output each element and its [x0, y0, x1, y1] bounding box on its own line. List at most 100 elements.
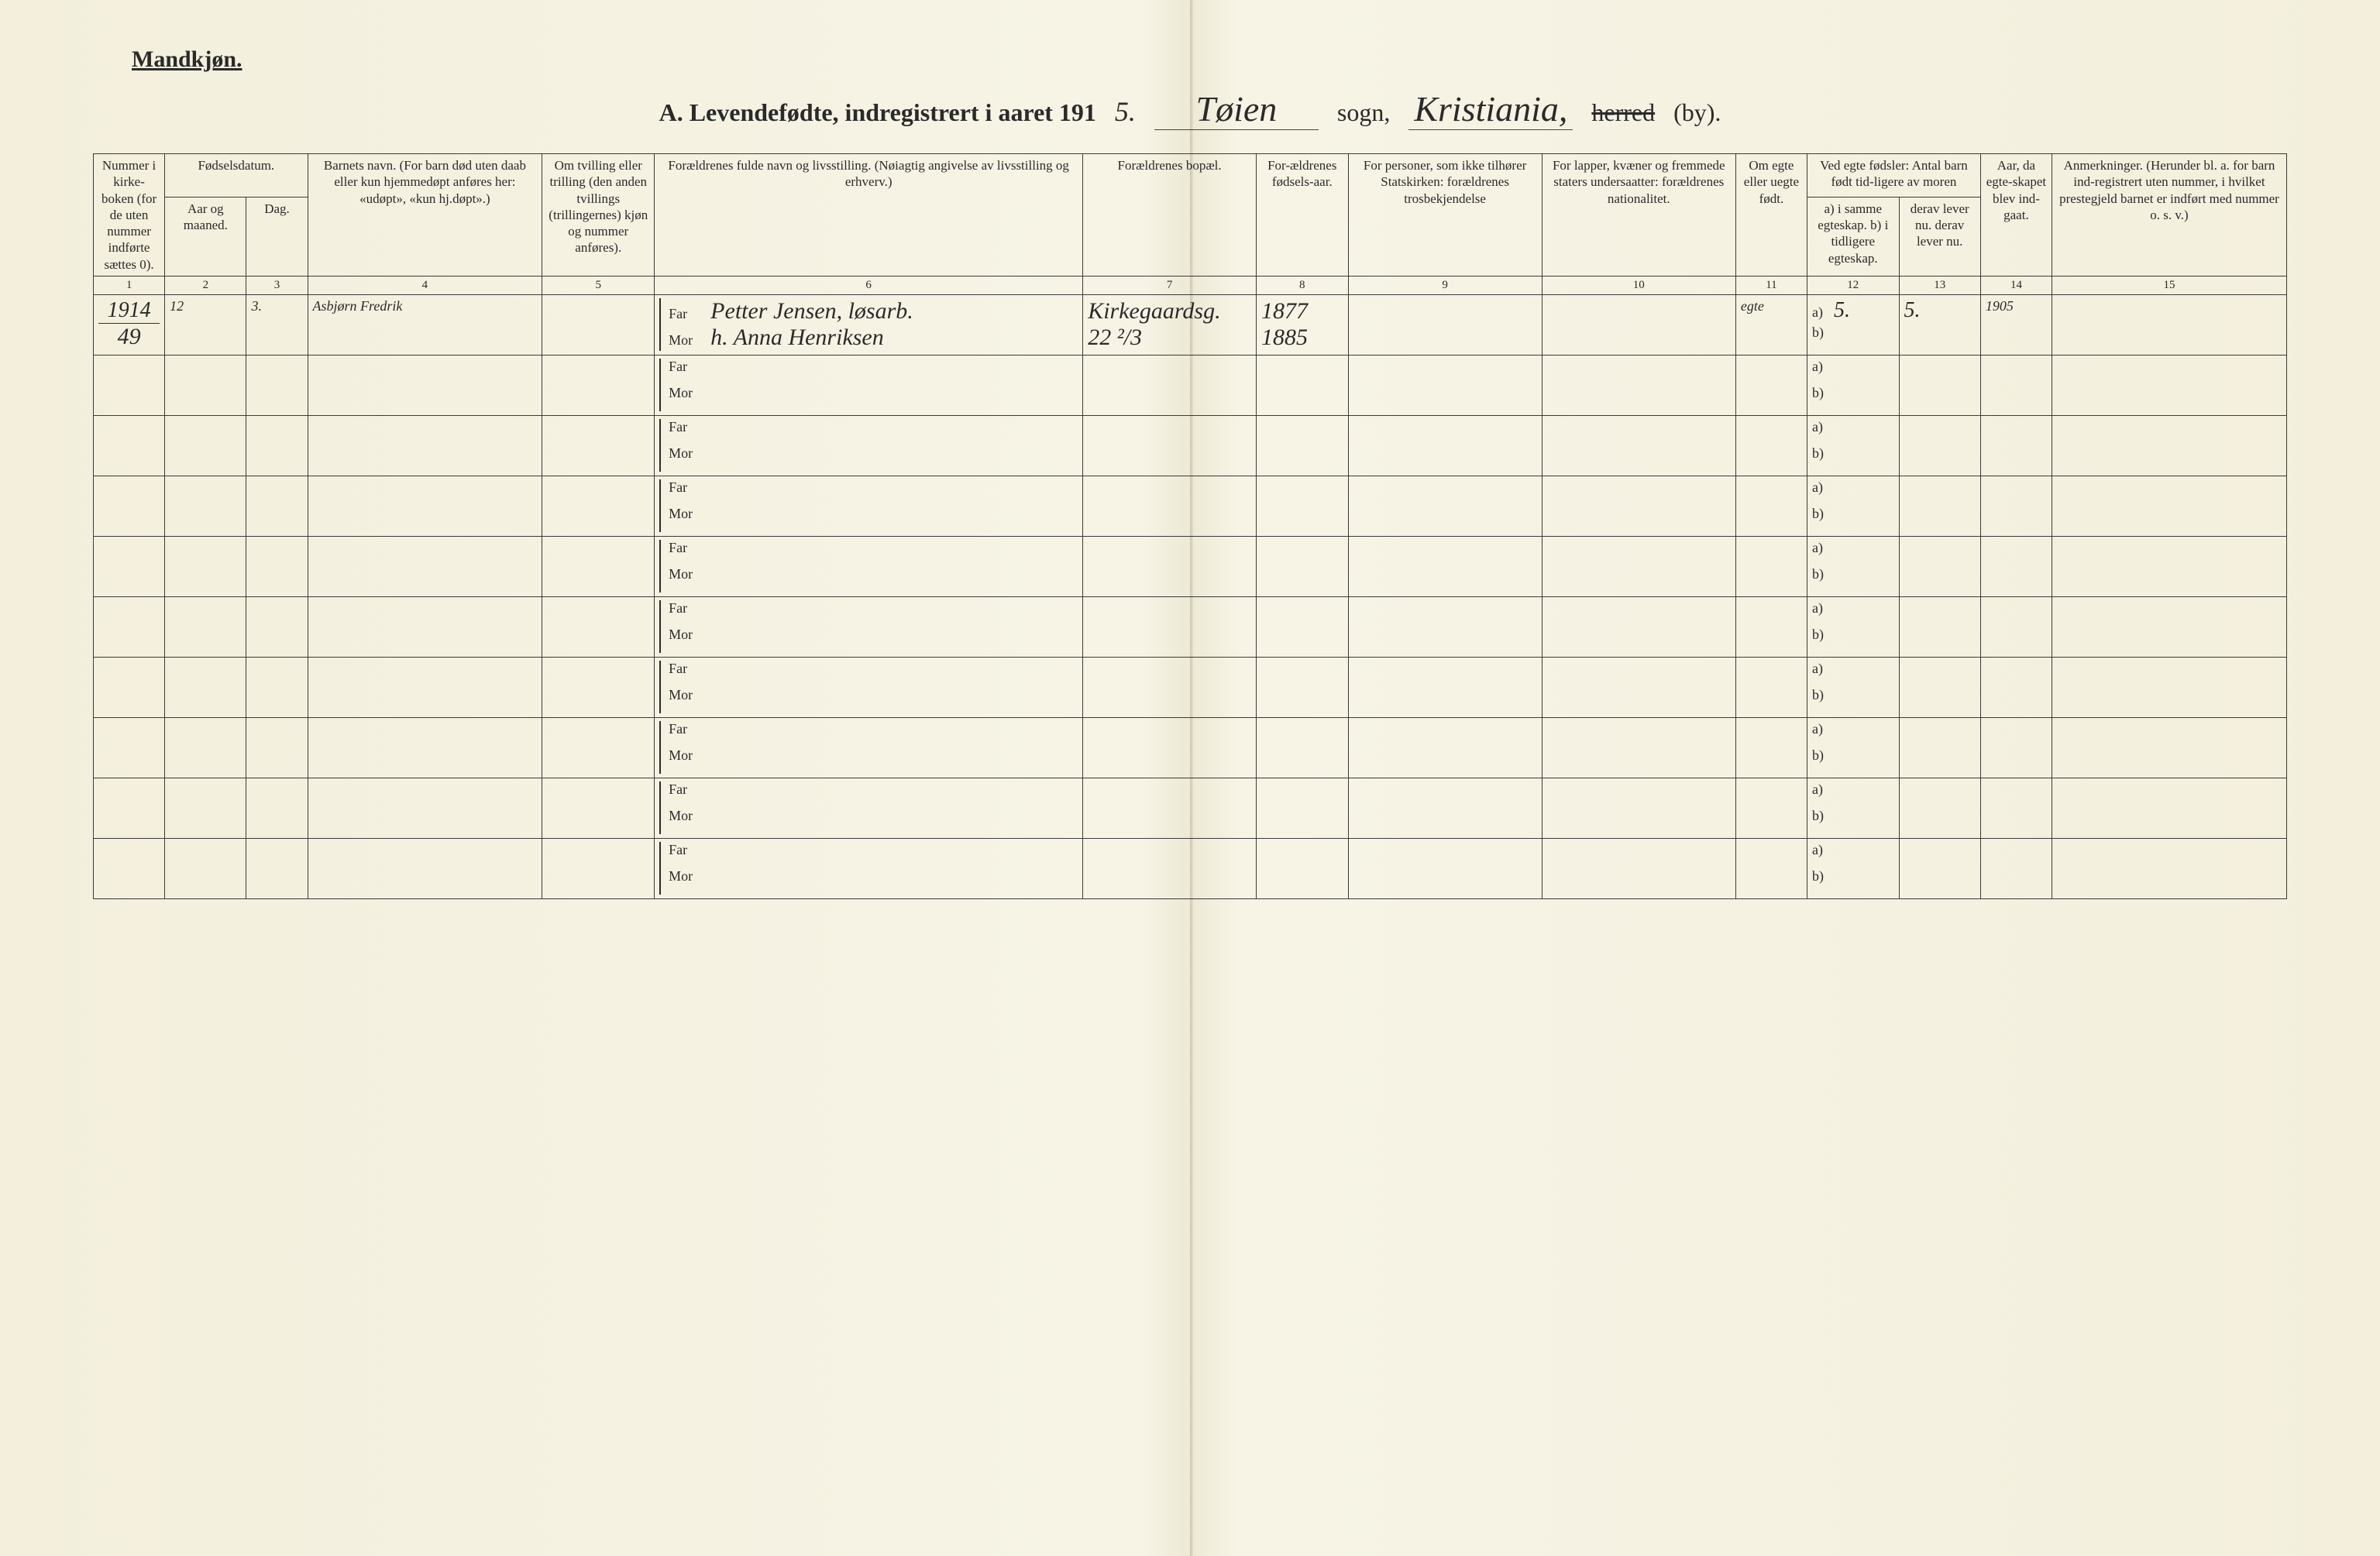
- cell-dag: [246, 838, 308, 898]
- mor-label: Mor: [669, 747, 703, 764]
- far-label: Far: [669, 661, 703, 677]
- cell-fodselsaar: 1877 1885: [1257, 294, 1349, 355]
- city-name: Kristiania,: [1408, 88, 1573, 130]
- cell-barnets-navn: Asbjørn Fredrik: [308, 294, 542, 355]
- col-header-13: derav lever nu. derav lever nu.: [1899, 197, 1980, 276]
- page-title-row: A. Levendefødte, indregistrert i aaret 1…: [93, 88, 2287, 130]
- col-header-12-group: Ved egte fødsler: Antal barn født tid-li…: [1807, 154, 1981, 198]
- cell-foreldre: Far Mor: [655, 355, 1083, 415]
- cell-number: [94, 415, 165, 476]
- cell-statskirken: [1348, 657, 1542, 717]
- cell-anmerkninger: [2052, 838, 2287, 898]
- cell-nationalitet: [1542, 717, 1735, 778]
- a-label: a): [1812, 540, 1829, 556]
- cell-fodselsaar: [1257, 476, 1349, 536]
- cell-tvilling: [542, 355, 655, 415]
- cell-bopel: [1083, 476, 1257, 536]
- col-header-6: Forældrenes fulde navn og livsstilling. …: [655, 154, 1083, 277]
- far-label: Far: [669, 842, 703, 858]
- b-label: b): [1812, 687, 1829, 703]
- table-row: Far Mor a) b): [94, 415, 2287, 476]
- table-header: Nummer i kirke-boken (for de uten nummer…: [94, 154, 2287, 295]
- fodselsaar-mor: 1885: [1261, 325, 1308, 351]
- cell-egteskap-aar: [1980, 476, 2052, 536]
- cell-antal-barn: a) b): [1807, 415, 1900, 476]
- document-page: Mandkjøn. A. Levendefødte, indregistrert…: [0, 0, 2380, 1556]
- cell-fodselsaar: [1257, 536, 1349, 596]
- colnum: 12: [1807, 276, 1900, 294]
- cell-aar-maaned: [165, 838, 246, 898]
- cell-anmerkninger: [2052, 355, 2287, 415]
- a-label: a): [1812, 600, 1829, 617]
- a-label: a): [1812, 419, 1829, 435]
- colnum: 11: [1735, 276, 1807, 294]
- cell-number: [94, 476, 165, 536]
- cell-dag: [246, 536, 308, 596]
- cell-egteskap-aar: [1980, 838, 2052, 898]
- cell-statskirken: [1348, 415, 1542, 476]
- cell-barnets-navn: [308, 717, 542, 778]
- entry-year: 1914: [98, 298, 160, 324]
- cell-egteskap-aar: [1980, 415, 2052, 476]
- cell-antal-barn: a)5. b): [1807, 294, 1900, 355]
- cell-fodselsaar: [1257, 838, 1349, 898]
- cell-egteskap-aar: [1980, 657, 2052, 717]
- cell-anmerkninger: [2052, 657, 2287, 717]
- cell-aar-maaned: [165, 778, 246, 838]
- cell-egte: [1735, 355, 1807, 415]
- cell-aar-maaned: [165, 476, 246, 536]
- a-label: a): [1812, 721, 1829, 737]
- cell-aar-maaned: [165, 596, 246, 657]
- cell-derav: [1899, 355, 1980, 415]
- cell-number: [94, 596, 165, 657]
- cell-nationalitet: [1542, 476, 1735, 536]
- cell-statskirken: [1348, 717, 1542, 778]
- col-header-15: Anmerkninger. (Herunder bl. a. for barn …: [2052, 154, 2287, 277]
- cell-bopel: [1083, 717, 1257, 778]
- cell-barnets-navn: [308, 778, 542, 838]
- colnum: 14: [1980, 276, 2052, 294]
- cell-aar-maaned: [165, 717, 246, 778]
- a-label: a): [1812, 304, 1829, 321]
- cell-nationalitet: [1542, 596, 1735, 657]
- cell-egteskap-aar: [1980, 355, 2052, 415]
- cell-statskirken: [1348, 596, 1542, 657]
- cell-bopel: [1083, 415, 1257, 476]
- b-label: b): [1812, 566, 1829, 582]
- cell-nationalitet: [1542, 657, 1735, 717]
- cell-nationalitet: [1542, 415, 1735, 476]
- a-label: a): [1812, 781, 1829, 798]
- b-label: b): [1812, 506, 1829, 522]
- cell-derav: [1899, 657, 1980, 717]
- table-row: 1914 49 12 3. Asbjørn Fredrik FarPetter …: [94, 294, 2287, 355]
- cell-foreldre: Far Mor: [655, 778, 1083, 838]
- cell-egte: [1735, 596, 1807, 657]
- table-row: Far Mor a) b): [94, 536, 2287, 596]
- cell-tvilling: [542, 536, 655, 596]
- cell-derav: [1899, 476, 1980, 536]
- cell-aar-maaned: [165, 415, 246, 476]
- cell-fodselsaar: [1257, 415, 1349, 476]
- far-label: Far: [669, 540, 703, 556]
- cell-statskirken: [1348, 838, 1542, 898]
- cell-egte: [1735, 476, 1807, 536]
- col-header-9: For personer, som ikke tilhører Statskir…: [1348, 154, 1542, 277]
- cell-aar-maaned: [165, 536, 246, 596]
- cell-egte: egte: [1735, 294, 1807, 355]
- b-label: b): [1812, 868, 1829, 884]
- cell-anmerkninger: [2052, 415, 2287, 476]
- table-row: Far Mor a) b): [94, 838, 2287, 898]
- cell-number: [94, 536, 165, 596]
- cell-aar-maaned: [165, 355, 246, 415]
- b-label: b): [1812, 747, 1829, 764]
- cell-egte: [1735, 657, 1807, 717]
- table-row: Far Mor a) b): [94, 778, 2287, 838]
- cell-derav: [1899, 778, 1980, 838]
- cell-egteskap-aar: [1980, 778, 2052, 838]
- cell-statskirken: [1348, 476, 1542, 536]
- cell-fodselsaar: [1257, 596, 1349, 657]
- mor-label: Mor: [669, 687, 703, 703]
- mor-label: Mor: [669, 445, 703, 462]
- cell-fodselsaar: [1257, 355, 1349, 415]
- gender-label: Mandkjøn.: [132, 46, 2287, 73]
